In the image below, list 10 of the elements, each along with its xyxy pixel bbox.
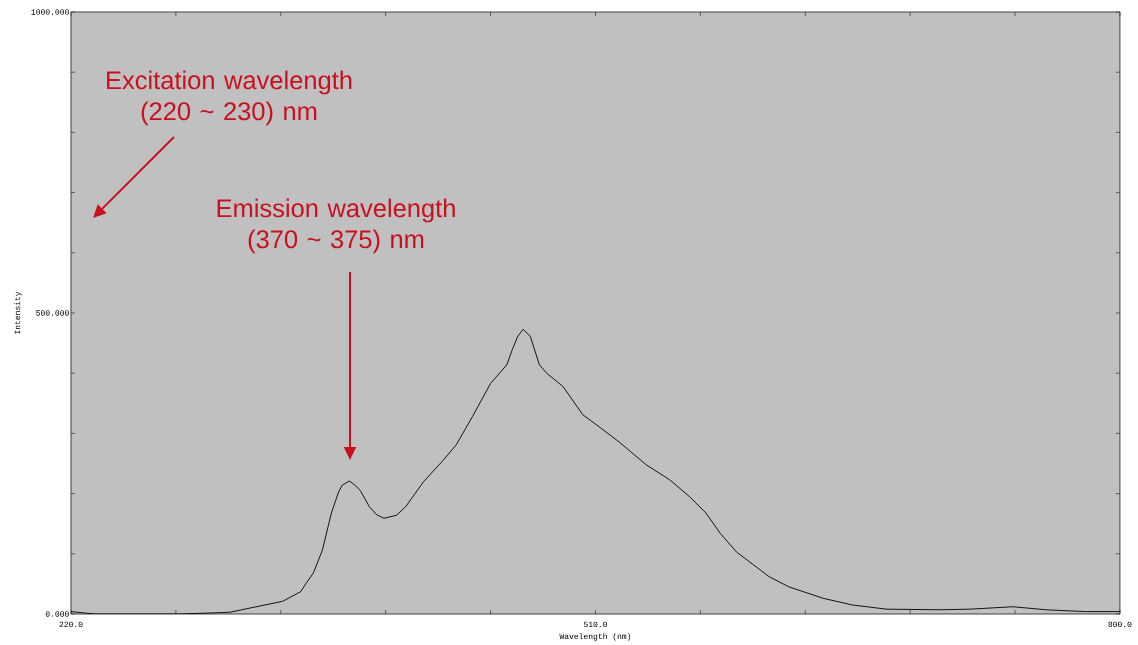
- y-tick-label: 1000.000: [31, 9, 69, 15]
- annotation: Emission wavelength (370 ~ 375) nm: [217, 198, 455, 254]
- annotation: Excitation wavelength (220 ~ 230) nm: [107, 70, 352, 126]
- y-tick-label: 500.000: [36, 310, 69, 316]
- y-axis-title: Intensity: [14, 291, 22, 334]
- x-axis-title: Wavelength (nm): [559, 633, 631, 641]
- y-tick-label: 0.000: [45, 611, 69, 617]
- x-tick-label: 510.0: [583, 621, 607, 628]
- x-tick-label: 800.0: [1108, 621, 1132, 628]
- x-tick-label: 220.0: [59, 621, 83, 628]
